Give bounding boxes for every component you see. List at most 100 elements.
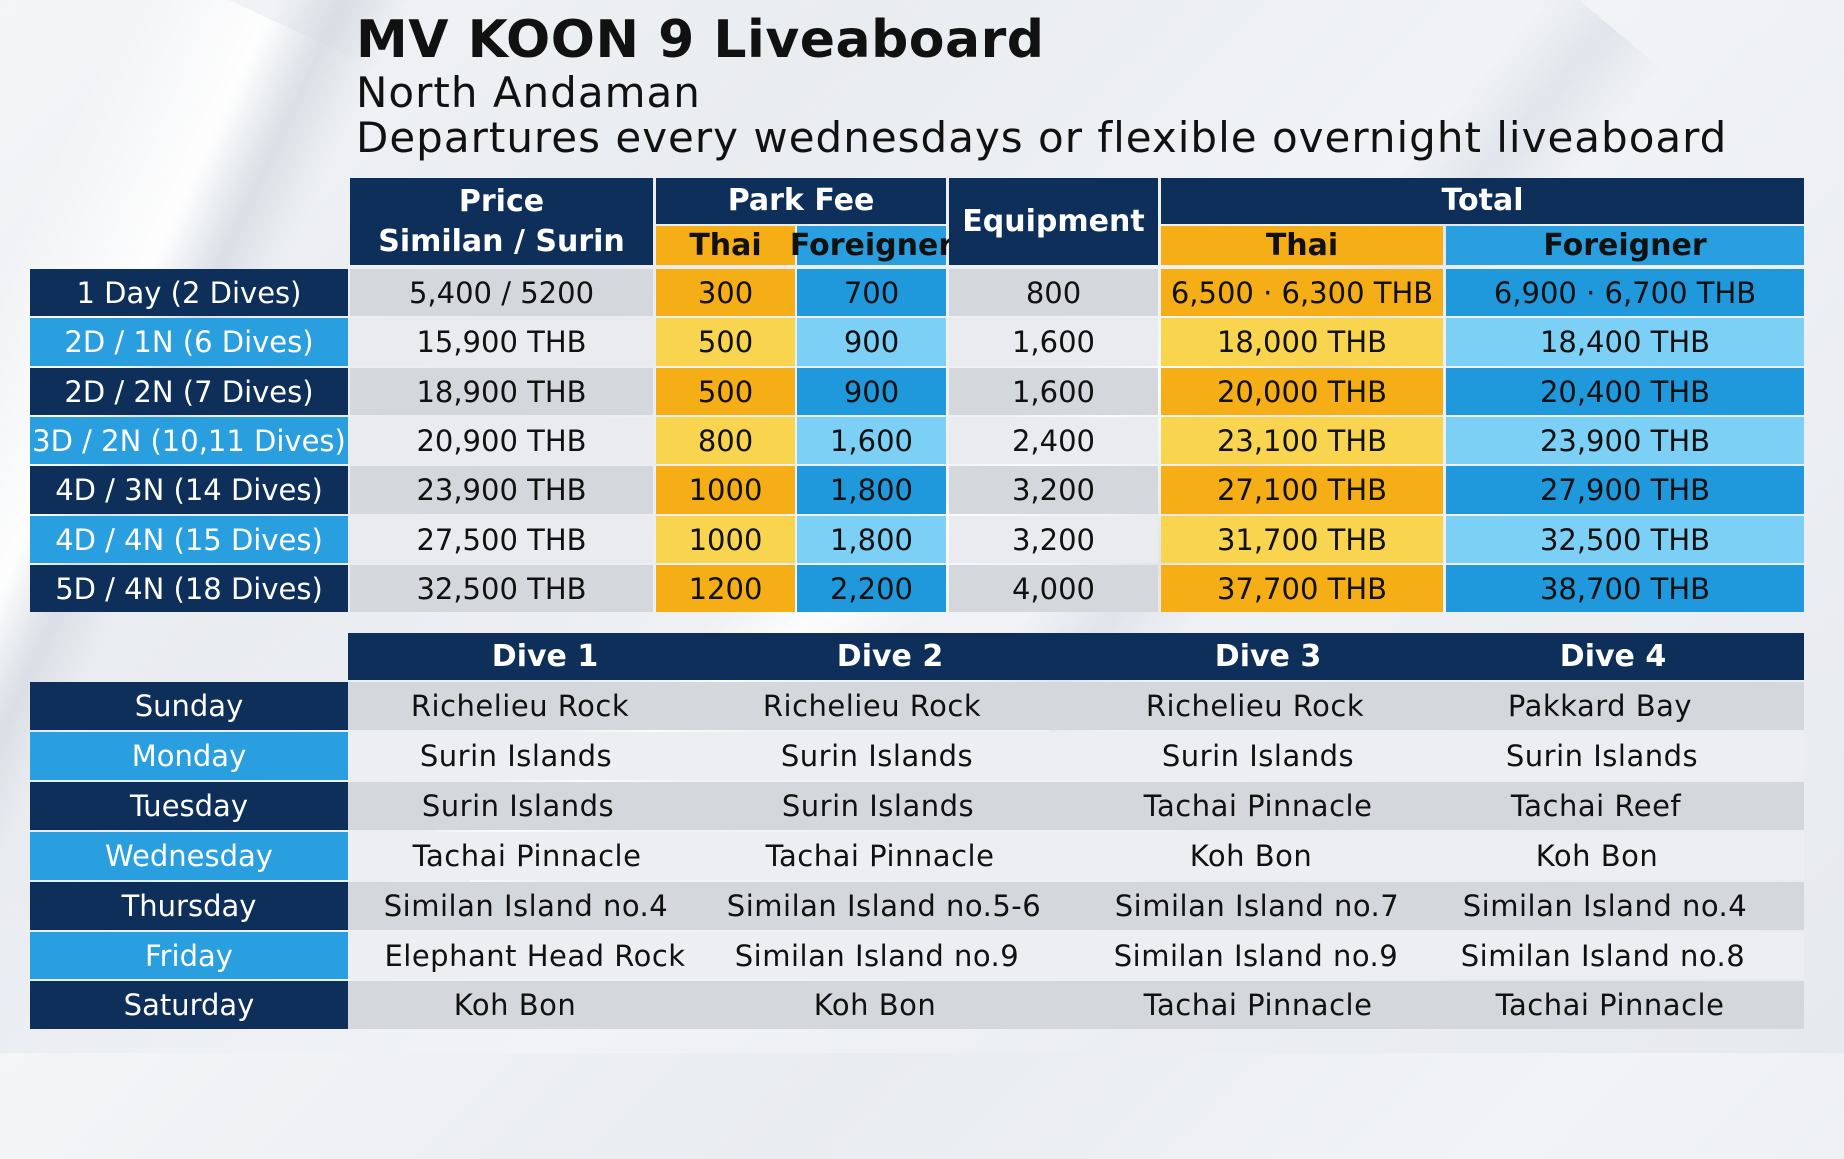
dive-header: Dive 1 — [491, 638, 599, 674]
dive-site: Similan Island no.4 — [383, 889, 669, 923]
dive-site: Richelieu Rock — [762, 689, 982, 723]
park-fee-foreigner-header: Foreigner — [789, 226, 954, 265]
day-label: Wednesday — [30, 832, 348, 880]
total-thai-value: 18,000 THB — [1161, 318, 1443, 366]
dive-site: Elephant Head Rock — [384, 938, 686, 973]
dive-site: Tachai Pinnacle — [1143, 789, 1373, 823]
dive-site: Surin Islands — [1161, 739, 1355, 773]
total-foreigner-value: 32,500 THB — [1446, 516, 1804, 563]
package-label: 5D / 4N (18 Dives) — [30, 565, 348, 612]
price-value: 27,500 THB — [350, 516, 653, 563]
package-label: 3D / 2N (10,11 Dives) — [30, 417, 348, 464]
park-fee-foreigner-value: 1,800 — [797, 516, 946, 563]
dive-site: Similan Island no.9 — [1113, 938, 1399, 973]
schedule-row — [348, 732, 1804, 780]
equipment-value: 3,200 — [949, 466, 1158, 514]
schedule-row — [348, 832, 1804, 880]
package-label: 2D / 2N (7 Dives) — [30, 368, 348, 415]
park-fee-foreigner-value: 900 — [797, 318, 946, 366]
dive-site: Richelieu Rock — [410, 689, 630, 723]
park-fee-thai-value: 500 — [656, 368, 795, 415]
equipment-value: 3,200 — [949, 516, 1158, 563]
park-fee-thai-value: 500 — [656, 318, 795, 366]
dive-header: Dive 4 — [1559, 638, 1667, 674]
package-label: 1 Day (2 Dives) — [30, 269, 348, 316]
equipment-value: 1,600 — [949, 318, 1158, 366]
page-subtitle: North Andaman — [356, 68, 701, 117]
equipment-value: 1,600 — [949, 368, 1158, 415]
day-label: Tuesday — [30, 782, 348, 830]
price-value: 32,500 THB — [350, 565, 653, 612]
price-value: 23,900 THB — [350, 466, 653, 514]
dive-header: Dive 2 — [836, 638, 944, 674]
park-fee-thai-header: Thai — [656, 226, 795, 265]
day-label: Monday — [30, 732, 348, 780]
dive-site: Surin Islands — [780, 739, 974, 773]
park-fee-foreigner-value: 1,800 — [797, 466, 946, 514]
dive-site: Tachai Pinnacle — [1495, 988, 1725, 1022]
total-thai-value: 31,700 THB — [1161, 516, 1443, 563]
price-value: 15,900 THB — [350, 318, 653, 366]
dive-site: Koh Bon — [453, 988, 577, 1022]
park-fee-foreigner-value: 1,600 — [797, 417, 946, 464]
package-label: 2D / 1N (6 Dives) — [30, 318, 348, 366]
total-thai-value: 37,700 THB — [1161, 565, 1443, 612]
dive-site: Similan Island no.8 — [1460, 938, 1746, 973]
dive-site: Koh Bon — [1189, 839, 1313, 873]
park-fee-thai-value: 1000 — [656, 466, 795, 514]
total-header: Total — [1161, 178, 1804, 224]
total-foreigner-header: Foreigner — [1446, 226, 1804, 265]
total-thai-value: 27,100 THB — [1161, 466, 1443, 514]
total-foreigner-value: 27,900 THB — [1446, 466, 1804, 514]
schedule-row — [348, 932, 1804, 979]
dive-site: Similan Island no.4 — [1462, 889, 1748, 923]
park-fee-foreigner-value: 900 — [797, 368, 946, 415]
schedule-row — [348, 882, 1804, 930]
package-label: 4D / 3N (14 Dives) — [30, 466, 348, 514]
dive-site: Tachai Reef — [1510, 789, 1682, 823]
park-fee-thai-value: 1200 — [656, 565, 795, 612]
equipment-header: Equipment — [949, 178, 1158, 265]
dive-site: Similan Island no.9 — [734, 938, 1020, 973]
dive-site: Surin Islands — [1505, 739, 1699, 773]
total-thai-value: 23,100 THB — [1161, 417, 1443, 464]
dive-site: Tachai Pinnacle — [765, 839, 995, 873]
park-fee-thai-value: 300 — [656, 269, 795, 316]
price-value: 18,900 THB — [350, 368, 653, 415]
price-value: 20,900 THB — [350, 417, 653, 464]
total-foreigner-value: 23,900 THB — [1446, 417, 1804, 464]
day-label: Thursday — [30, 882, 348, 930]
total-thai-header: Thai — [1161, 226, 1443, 265]
equipment-value: 800 — [949, 269, 1158, 316]
total-foreigner-value: 38,700 THB — [1446, 565, 1804, 612]
park-fee-thai-value: 1000 — [656, 516, 795, 563]
park-fee-foreigner-value: 700 — [797, 269, 946, 316]
dive-site: Koh Bon — [1535, 839, 1659, 873]
page-subtitle-departures: Departures every wednesdays or flexible … — [356, 113, 1728, 162]
total-foreigner-value: 18,400 THB — [1446, 318, 1804, 366]
dive-site: Surin Islands — [421, 789, 615, 823]
dive-site: Koh Bon — [813, 988, 937, 1022]
schedule-row — [348, 782, 1804, 830]
schedule-row — [348, 981, 1804, 1029]
dive-site: Richelieu Rock — [1145, 689, 1365, 723]
day-label: Saturday — [30, 981, 348, 1029]
dive-site: Similan Island no.7 — [1114, 889, 1400, 923]
day-label: Friday — [30, 932, 348, 979]
total-thai-value: 6,500 · 6,300 THB — [1161, 269, 1443, 316]
title-block: MV KOON 9 Liveaboard North Andaman Depar… — [356, 10, 1727, 160]
price-header: Price Similan / Surin — [350, 178, 653, 265]
package-label: 4D / 4N (15 Dives) — [30, 516, 348, 563]
park-fee-foreigner-value: 2,200 — [797, 565, 946, 612]
dive-site: Tachai Pinnacle — [412, 839, 642, 873]
dive-site: Surin Islands — [419, 739, 613, 773]
dive-site: Similan Island no.5-6 — [726, 889, 1042, 923]
total-thai-value: 20,000 THB — [1161, 368, 1443, 415]
dive-site: Tachai Pinnacle — [1143, 988, 1373, 1022]
total-foreigner-value: 6,900 · 6,700 THB — [1446, 269, 1804, 316]
schedule-header-bar — [348, 633, 1804, 680]
day-label: Sunday — [30, 682, 348, 730]
dive-site: Surin Islands — [781, 789, 975, 823]
schedule-row — [348, 682, 1804, 730]
page-title: MV KOON 9 Liveaboard — [356, 10, 1045, 70]
